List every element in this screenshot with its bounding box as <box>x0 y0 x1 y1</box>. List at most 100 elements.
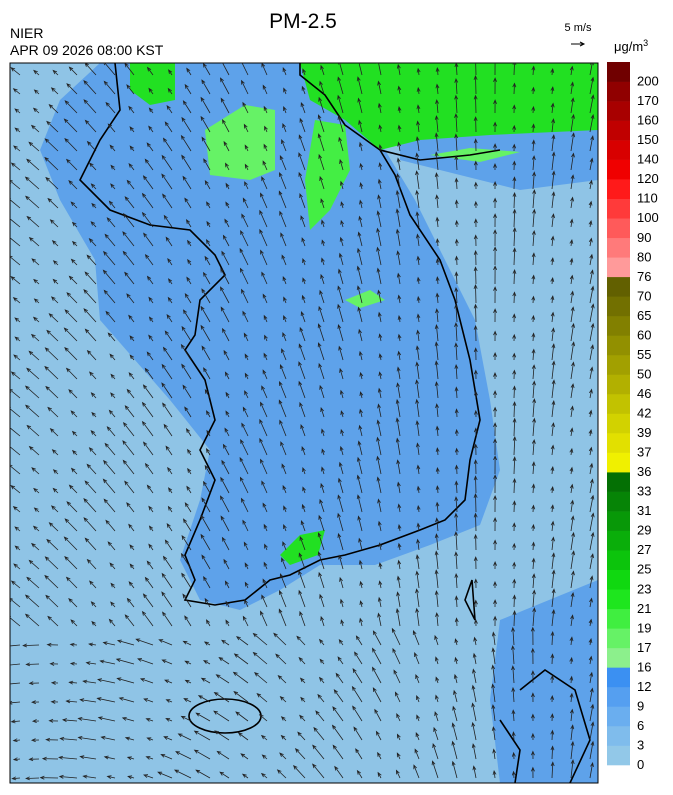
wind-arrow <box>52 487 59 494</box>
wind-arrow <box>550 276 555 285</box>
wind-arrow <box>66 501 78 513</box>
wind-arrow <box>321 239 326 247</box>
wind-arrow <box>414 748 420 760</box>
wind-arrow <box>353 726 363 741</box>
wind-arrow <box>454 63 459 76</box>
wind-arrow <box>531 252 536 266</box>
wind-arrow <box>220 476 230 494</box>
wind-arrow <box>52 260 59 266</box>
wind-arrow <box>146 142 154 152</box>
wind-arrow <box>454 363 459 380</box>
wind-arrow <box>298 570 306 589</box>
wind-arrow <box>435 257 440 266</box>
wind-arrow <box>82 679 97 684</box>
wind-arrow <box>473 427 478 437</box>
wind-arrow <box>376 63 382 76</box>
wind-arrow <box>359 600 364 608</box>
wind-arrow <box>473 369 478 380</box>
wind-arrow <box>315 710 325 722</box>
wind-arrow <box>143 774 154 779</box>
wind-arrow <box>14 127 21 133</box>
wind-arrow <box>86 254 97 266</box>
wind-arrow <box>512 542 517 551</box>
wind-arrow <box>435 447 440 456</box>
wind-arrow <box>213 691 230 703</box>
wind-arrow <box>570 570 575 589</box>
wind-arrow <box>185 428 192 437</box>
wind-arrow <box>415 420 420 437</box>
wind-arrow <box>396 366 401 380</box>
wind-arrow <box>471 721 477 741</box>
wind-arrow <box>200 514 211 532</box>
wind-arrow <box>337 532 344 551</box>
wind-arrow <box>302 486 306 494</box>
wind-arrow <box>218 657 230 665</box>
wind-arrow <box>71 430 78 437</box>
wind-arrow <box>589 703 595 722</box>
wind-arrow <box>434 341 439 361</box>
wind-arrow <box>318 96 325 114</box>
wind-arrow <box>333 689 344 703</box>
wind-arrow <box>84 480 97 494</box>
wind-arrow <box>351 685 363 703</box>
wind-arrow <box>83 99 97 114</box>
wind-arrow <box>512 610 517 627</box>
wind-arrow <box>244 581 249 589</box>
wind-arrow <box>10 580 21 589</box>
wind-arrow <box>129 145 135 152</box>
wind-arrow <box>492 769 497 779</box>
wind-arrow <box>148 296 154 304</box>
wind-arrow <box>129 126 135 133</box>
wind-arrow <box>396 752 401 760</box>
wind-arrow <box>141 420 154 437</box>
legend-swatch <box>607 686 630 707</box>
wind-arrow <box>589 63 594 76</box>
wind-arrow <box>275 653 287 665</box>
wind-arrow <box>86 349 97 361</box>
wind-arrow <box>186 485 192 494</box>
wind-arrow <box>317 342 325 361</box>
wind-arrow <box>339 367 344 380</box>
wind-arrow <box>161 173 173 190</box>
wind-arrow <box>569 218 574 228</box>
wind-arrow <box>298 134 306 152</box>
wind-arrow <box>225 391 230 399</box>
wind-arrow <box>281 557 287 570</box>
wind-arrow <box>213 710 230 722</box>
wind-arrow <box>319 175 325 190</box>
wind-arrow <box>239 247 249 266</box>
wind-arrow <box>491 726 496 741</box>
wind-arrow <box>220 306 230 323</box>
wind-arrow <box>166 313 173 323</box>
wind-arrow <box>109 562 116 570</box>
wind-arrow <box>83 80 97 95</box>
wind-arrow <box>90 221 97 228</box>
wind-arrow <box>10 162 21 171</box>
wind-arrow <box>512 417 517 437</box>
wind-arrow <box>12 757 21 762</box>
wind-arrow <box>84 63 97 76</box>
wind-arrow <box>201 79 211 95</box>
wind-arrow <box>243 541 249 551</box>
wind-arrow <box>148 543 154 551</box>
wind-arrow <box>84 328 97 342</box>
wind-arrow <box>252 651 268 665</box>
wind-arrow <box>69 661 78 666</box>
legend-tick-label: 9 <box>637 698 644 713</box>
wind-arrow <box>318 571 325 589</box>
wind-arrow <box>512 369 517 380</box>
wind-arrow <box>493 438 497 456</box>
wind-arrow <box>416 464 421 475</box>
wind-arrow <box>435 276 440 285</box>
wind-arrow <box>52 469 59 475</box>
wind-arrow <box>11 776 21 781</box>
wind-arrow <box>376 455 382 475</box>
wind-arrow <box>569 238 574 247</box>
wind-arrow <box>416 255 421 266</box>
wind-arrow <box>474 599 478 608</box>
wind-arrow <box>10 276 21 285</box>
wind-arrow <box>128 523 135 532</box>
wind-arrow <box>262 293 268 304</box>
wind-arrow <box>493 246 498 266</box>
wind-arrow <box>493 286 497 304</box>
